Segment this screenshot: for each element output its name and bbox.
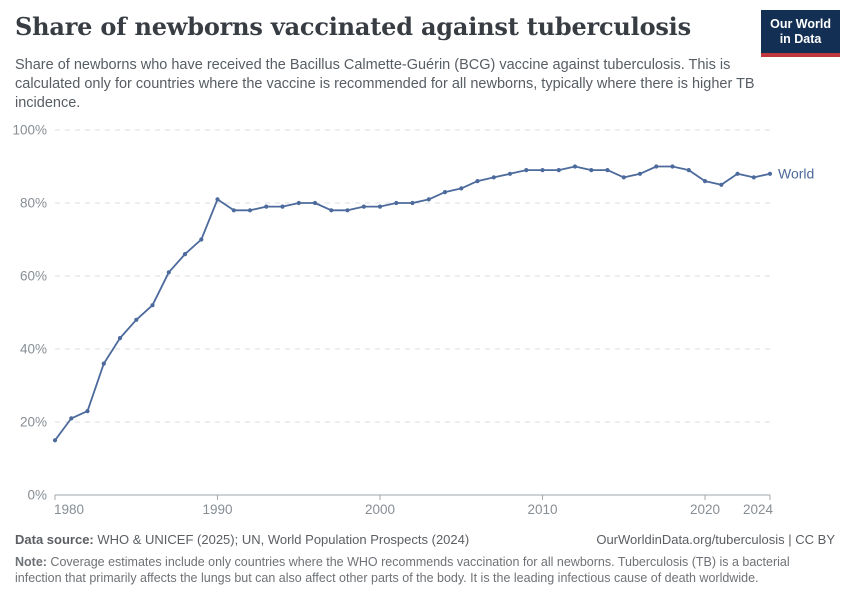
owid-logo: Our World in Data <box>761 10 840 57</box>
data-source-text: WHO & UNICEF (2025); UN, World Populatio… <box>93 532 470 547</box>
data-point <box>117 336 123 341</box>
y-tick-label: 60% <box>20 269 47 284</box>
data-point <box>654 164 659 169</box>
footnote-text: Coverage estimates include only countrie… <box>15 555 790 585</box>
y-tick-label: 100% <box>12 123 47 138</box>
data-point <box>166 270 171 275</box>
data-point <box>215 197 220 202</box>
data-point <box>605 168 610 173</box>
x-tick-label: 2024 <box>743 502 774 517</box>
data-point <box>475 179 480 184</box>
x-tick-label: 1980 <box>54 502 84 517</box>
series-label[interactable]: World <box>778 165 814 181</box>
data-point <box>507 171 513 176</box>
data-point <box>150 303 155 308</box>
data-point <box>394 200 399 206</box>
data-point <box>377 204 383 209</box>
series-line[interactable] <box>54 165 771 441</box>
data-point <box>85 409 90 414</box>
data-point <box>280 204 285 209</box>
data-point <box>296 200 301 206</box>
chart-footer: Data source: WHO & UNICEF (2025); UN, Wo… <box>15 531 835 586</box>
data-point <box>702 179 708 184</box>
owid-logo-line2: in Data <box>779 32 822 46</box>
data-point <box>231 208 236 213</box>
data-point <box>264 204 269 209</box>
data-point <box>556 168 561 173</box>
data-point <box>735 171 740 176</box>
data-point <box>459 186 464 191</box>
data-point <box>442 190 448 195</box>
chart-canvas: 0% 20% 40% 60% 80% 100% 1980 1990 2000 2010 2020 20… <box>12 123 814 518</box>
data-point <box>247 208 253 213</box>
page-title: Share of newborns vaccinated against tub… <box>15 12 691 41</box>
y-tick-label: 20% <box>20 415 47 430</box>
footnote-label: Note: <box>15 555 47 569</box>
x-tick-label: 2000 <box>365 502 395 517</box>
data-point <box>572 164 578 169</box>
data-point <box>524 168 529 173</box>
data-point <box>182 252 188 257</box>
y-tick-label: 40% <box>20 342 47 357</box>
data-point <box>767 171 773 176</box>
data-source: Data source: WHO & UNICEF (2025); UN, Wo… <box>15 531 469 548</box>
data-point <box>621 175 626 180</box>
data-point <box>719 182 724 187</box>
data-point <box>52 438 58 443</box>
data-point <box>134 317 139 322</box>
data-point <box>69 416 74 421</box>
data-point <box>637 171 643 176</box>
data-point <box>329 208 334 213</box>
owid-logo-line1: Our World <box>770 17 831 31</box>
license-link[interactable]: OurWorldinData.org/tuberculosis | CC BY <box>596 532 835 547</box>
data-point <box>312 200 318 206</box>
x-tick-label: 2010 <box>527 502 557 517</box>
x-tick-label: 1990 <box>202 502 232 517</box>
data-point <box>410 200 415 206</box>
data-point <box>426 197 431 202</box>
data-point <box>491 175 496 180</box>
y-tick-label: 80% <box>20 196 47 211</box>
data-point <box>101 361 106 366</box>
data-point <box>199 237 204 242</box>
data-point <box>751 175 756 180</box>
y-tick-label: 0% <box>27 488 47 503</box>
data-point <box>540 168 545 173</box>
data-point <box>345 208 350 213</box>
data-point <box>686 168 691 173</box>
data-source-label: Data source: <box>15 532 94 547</box>
x-tick-label: 2020 <box>690 502 720 517</box>
chart-subtitle: Share of newborns who have received the … <box>15 57 755 111</box>
data-point <box>361 204 366 209</box>
data-point <box>589 168 594 173</box>
data-point <box>670 164 675 169</box>
footnote: Note: Coverage estimates include only co… <box>15 554 835 586</box>
